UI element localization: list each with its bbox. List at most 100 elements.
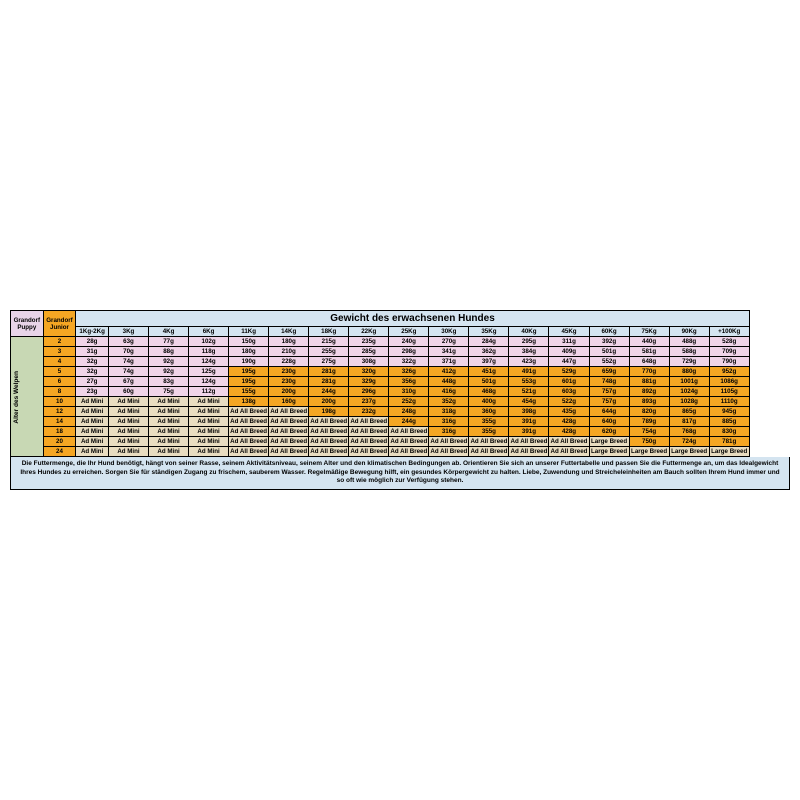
weight-header: 11Kg [229, 327, 269, 337]
data-cell: 428g [549, 427, 589, 437]
data-cell: 237g [349, 397, 389, 407]
data-cell: Ad All Breed [229, 427, 269, 437]
table-row: 20Ad MiniAd MiniAd MiniAd MiniAd All Bre… [11, 437, 790, 447]
data-cell: 789g [629, 417, 669, 427]
data-cell: 352g [429, 397, 469, 407]
data-cell: 83g [149, 377, 189, 387]
data-cell: 729g [669, 357, 709, 367]
weight-header: 90Kg [669, 327, 709, 337]
data-cell: 27g [76, 377, 109, 387]
data-cell: Ad Mini [189, 447, 229, 457]
data-cell: 400g [469, 397, 509, 407]
data-cell: Ad All Breed [389, 447, 429, 457]
data-cell: 125g [189, 367, 229, 377]
data-cell: 195g [229, 377, 269, 387]
data-cell: 102g [189, 337, 229, 347]
data-cell: 112g [189, 387, 229, 397]
data-cell: 521g [509, 387, 549, 397]
data-cell: 757g [589, 387, 629, 397]
data-cell: 240g [389, 337, 429, 347]
data-cell: Large Breed [629, 447, 669, 457]
data-cell: 1110g [709, 397, 749, 407]
age-value: 6 [43, 377, 76, 387]
feeding-chart: Grandorf Puppy Grandorf Junior Gewicht d… [10, 310, 790, 489]
data-cell: 709g [709, 347, 749, 357]
age-value: 18 [43, 427, 76, 437]
data-cell: 235g [349, 337, 389, 347]
data-cell: 308g [349, 357, 389, 367]
data-cell: 285g [349, 347, 389, 357]
data-cell: 817g [669, 417, 709, 427]
data-cell: Ad All Breed [549, 447, 589, 457]
data-cell: Large Breed [669, 447, 709, 457]
data-cell: 195g [229, 367, 269, 377]
age-value: 14 [43, 417, 76, 427]
data-cell: 232g [349, 407, 389, 417]
data-cell: 316g [429, 427, 469, 437]
data-cell: 1024g [669, 387, 709, 397]
table-row: Alter des Welpen228g63g77g102g150g180g21… [11, 337, 790, 347]
data-cell: 552g [589, 357, 629, 367]
data-cell: 252g [389, 397, 429, 407]
age-value: 3 [43, 347, 76, 357]
data-cell: 255g [309, 347, 349, 357]
data-cell: 468g [469, 387, 509, 397]
data-cell: 451g [469, 367, 509, 377]
data-cell: Ad Mini [76, 447, 109, 457]
weight-header: 4Kg [149, 327, 189, 337]
data-cell: Ad All Breed [469, 447, 509, 457]
data-cell: Ad Mini [76, 397, 109, 407]
corner-junior-line1: Grandorf [44, 317, 76, 324]
table-row: 10Ad MiniAd MiniAd MiniAd Mini138g160g20… [11, 397, 790, 407]
corner-junior: Grandorf Junior [43, 311, 76, 337]
data-cell: 371g [429, 357, 469, 367]
data-cell: Ad Mini [149, 427, 189, 437]
data-cell: 770g [629, 367, 669, 377]
age-value: 5 [43, 367, 76, 377]
data-cell: 893g [629, 397, 669, 407]
data-cell: 124g [189, 357, 229, 367]
data-cell: 355g [469, 427, 509, 437]
data-cell: 447g [549, 357, 589, 367]
age-value: 4 [43, 357, 76, 367]
data-cell: 28g [76, 337, 109, 347]
data-cell: Ad Mini [189, 417, 229, 427]
data-cell: Ad All Breed [349, 427, 389, 437]
data-cell: 440g [629, 337, 669, 347]
data-cell: 155g [229, 387, 269, 397]
table-row: 823g60g75g112g155g200g244g296g310g416g46… [11, 387, 790, 397]
data-cell: Ad Mini [149, 407, 189, 417]
age-value: 8 [43, 387, 76, 397]
data-cell: 31g [76, 347, 109, 357]
data-cell: 228g [269, 357, 309, 367]
data-cell: 180g [229, 347, 269, 357]
data-cell: 360g [469, 407, 509, 417]
data-cell: 190g [229, 357, 269, 367]
data-cell: Ad Mini [189, 427, 229, 437]
data-cell: 248g [389, 407, 429, 417]
weight-header: 45Kg [549, 327, 589, 337]
data-cell: 603g [549, 387, 589, 397]
table-row: 12Ad MiniAd MiniAd MiniAd MiniAd All Bre… [11, 407, 790, 417]
weight-header-row: 1Kg-2Kg3Kg4Kg6Kg11Kg14Kg18Kg22Kg25Kg30Kg… [11, 327, 790, 337]
data-cell: 200g [309, 397, 349, 407]
data-cell: 423g [509, 357, 549, 367]
data-cell: 215g [309, 337, 349, 347]
age-axis-label: Alter des Welpen [11, 337, 44, 457]
data-cell: Ad Mini [108, 407, 148, 417]
data-cell: 77g [149, 337, 189, 347]
data-cell: 435g [549, 407, 589, 417]
data-cell: 322g [389, 357, 429, 367]
data-cell: Ad All Breed [229, 407, 269, 417]
data-cell: Ad Mini [189, 407, 229, 417]
data-cell: 295g [509, 337, 549, 347]
data-cell: 945g [709, 407, 749, 417]
data-cell: 790g [709, 357, 749, 367]
data-cell: Ad Mini [76, 407, 109, 417]
data-cell: 341g [429, 347, 469, 357]
footer-text: Die Futtermenge, die Ihr Hund benötigt, … [10, 457, 790, 489]
data-cell: 581g [629, 347, 669, 357]
data-cell: Ad All Breed [309, 417, 349, 427]
age-value: 24 [43, 447, 76, 457]
data-cell: Ad Mini [108, 417, 148, 427]
